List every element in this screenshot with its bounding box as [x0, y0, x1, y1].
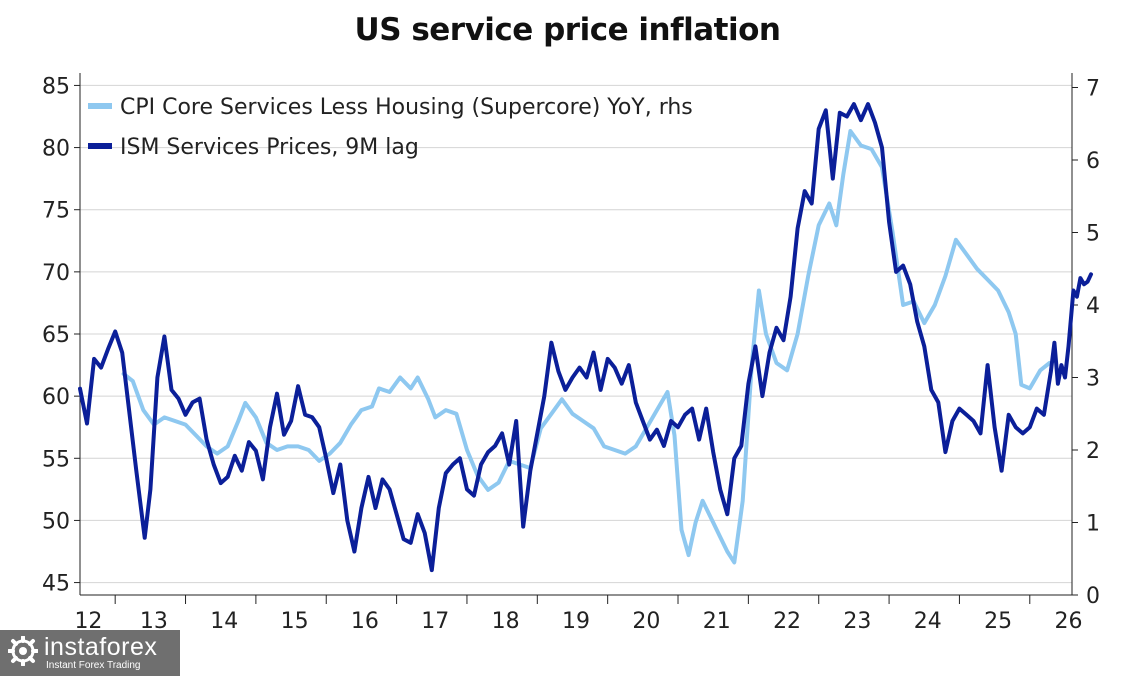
y-left-tick-label: 80 — [42, 137, 70, 162]
y-left-tick-label: 75 — [42, 199, 70, 224]
x-tick-label: 12 — [74, 609, 102, 634]
x-tick-label: 21 — [703, 609, 731, 634]
y-left-tick-label: 55 — [42, 447, 70, 472]
series-line-ism-services — [78, 102, 1093, 573]
x-tick-label: 23 — [843, 609, 871, 634]
x-tick-label: 24 — [914, 609, 942, 634]
legend-label: CPI Core Services Less Housing (Supercor… — [120, 95, 693, 120]
chart-title: US service price inflation — [354, 12, 781, 48]
x-tick-label: 14 — [210, 609, 238, 634]
y-left-tick-label: 85 — [42, 74, 70, 99]
x-tick-label: 15 — [281, 609, 309, 634]
y-left-tick-label: 65 — [42, 323, 70, 348]
watermark-tagline: Instant Forex Trading — [46, 660, 141, 671]
y-right-tick-label: 0 — [1086, 584, 1100, 609]
y-right-tick-label: 2 — [1086, 439, 1100, 464]
y-right-tick-label: 1 — [1086, 512, 1100, 537]
x-tick-label: 18 — [492, 609, 520, 634]
y-right-tick-label: 3 — [1086, 367, 1100, 392]
x-tick-label: 22 — [773, 609, 801, 634]
watermark-brand: instaforex — [44, 633, 158, 661]
y-right-tick-label: 5 — [1086, 222, 1100, 247]
y-left-tick-label: 70 — [42, 261, 70, 286]
instaforex-watermark: instaforex Instant Forex Trading — [0, 630, 180, 676]
y-left-tick-label: 45 — [42, 572, 70, 597]
series-lines — [78, 102, 1093, 573]
legend-label: ISM Services Prices, 9M lag — [120, 135, 419, 160]
series-line-cpi-supercore — [121, 129, 1052, 565]
x-tick-label: 13 — [140, 609, 168, 634]
x-tick-label: 25 — [984, 609, 1012, 634]
y-left-tick-label: 60 — [42, 385, 70, 410]
x-tick-label: 20 — [632, 609, 660, 634]
y-right-tick-label: 6 — [1086, 149, 1100, 174]
y-right-tick-label: 7 — [1086, 77, 1100, 102]
x-tick-label: 16 — [351, 609, 379, 634]
gridlines — [80, 84, 1072, 584]
y-right-tick-label: 4 — [1086, 294, 1100, 319]
x-tick-label: 19 — [562, 609, 590, 634]
x-tick-label: 26 — [1054, 609, 1082, 634]
gear-icon — [8, 636, 38, 666]
legend: CPI Core Services Less Housing (Supercor… — [88, 95, 693, 160]
y-left-tick-label: 50 — [42, 509, 70, 534]
x-tick-label: 17 — [421, 609, 449, 634]
